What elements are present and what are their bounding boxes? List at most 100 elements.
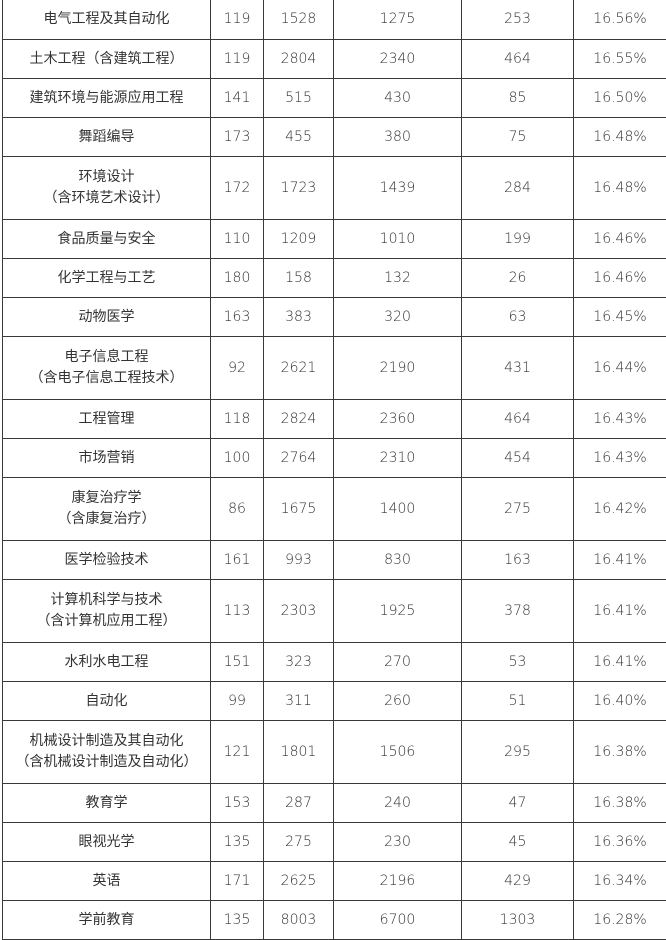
table-row: 建筑环境与能源应用工程 141 515 430 85 16.50%: [2, 78, 666, 118]
percentage-cell: 16.43%: [573, 399, 666, 439]
percentage-cell: 16.44%: [573, 336, 666, 400]
col-3-cell: 1528: [263, 0, 334, 40]
major-cell: 自动化: [2, 681, 211, 721]
major-cell: 市场营销: [2, 438, 211, 478]
table-row: 眼视光学 135 275 230 45 16.36%: [2, 822, 666, 862]
col-5-cell: 199: [461, 219, 574, 259]
col-5-cell: 47: [461, 783, 574, 823]
percentage-cell: 16.42%: [573, 477, 666, 541]
percentage-cell: 16.34%: [573, 861, 666, 901]
col-4-cell: 430: [333, 78, 462, 118]
major-cell: 舞蹈编导: [2, 117, 211, 157]
col-2-cell: 153: [210, 783, 264, 823]
col-3-cell: 2303: [263, 579, 334, 643]
major-cell: 电气工程及其自动化: [2, 0, 211, 40]
table-row: 市场营销 100 2764 2310 454 16.43%: [2, 438, 666, 478]
table-row: 英语 171 2625 2196 429 16.34%: [2, 861, 666, 901]
col-2-cell: 99: [210, 681, 264, 721]
col-4-cell: 2340: [333, 39, 462, 79]
col-2-cell: 100: [210, 438, 264, 478]
percentage-cell: 16.56%: [573, 0, 666, 40]
col-4-cell: 1925: [333, 579, 462, 643]
table-row: 工程管理 118 2824 2360 464 16.43%: [2, 399, 666, 439]
col-2-cell: 180: [210, 258, 264, 298]
percentage-cell: 16.48%: [573, 156, 666, 220]
percentage-cell: 16.48%: [573, 117, 666, 157]
col-5-cell: 53: [461, 642, 574, 682]
major-cell: 水利水电工程: [2, 642, 211, 682]
col-5-cell: 431: [461, 336, 574, 400]
col-5-cell: 75: [461, 117, 574, 157]
table-row: 化学工程与工艺 180 158 132 26 16.46%: [2, 258, 666, 298]
col-4-cell: 380: [333, 117, 462, 157]
table-row: 学前教育 135 8003 6700 1303 16.28%: [2, 900, 666, 940]
major-cell: 学前教育: [2, 900, 211, 940]
percentage-cell: 16.55%: [573, 39, 666, 79]
col-5-cell: 454: [461, 438, 574, 478]
percentage-cell: 16.38%: [573, 720, 666, 784]
col-2-cell: 141: [210, 78, 264, 118]
table-row: 医学检验技术 161 993 830 163 16.41%: [2, 540, 666, 580]
col-4-cell: 6700: [333, 900, 462, 940]
col-4-cell: 1439: [333, 156, 462, 220]
major-cell: 食品质量与安全: [2, 219, 211, 259]
table-row: 土木工程（含建筑工程） 119 2804 2340 464 16.55%: [2, 39, 666, 79]
col-3-cell: 383: [263, 297, 334, 337]
col-3-cell: 2621: [263, 336, 334, 400]
major-cell: 建筑环境与能源应用工程: [2, 78, 211, 118]
col-5-cell: 295: [461, 720, 574, 784]
percentage-cell: 16.50%: [573, 78, 666, 118]
col-5-cell: 163: [461, 540, 574, 580]
col-3-cell: 1801: [263, 720, 334, 784]
table-row: 食品质量与安全 110 1209 1010 199 16.46%: [2, 219, 666, 259]
percentage-cell: 16.38%: [573, 783, 666, 823]
col-4-cell: 2310: [333, 438, 462, 478]
percentage-cell: 16.36%: [573, 822, 666, 862]
major-cell: 动物医学: [2, 297, 211, 337]
percentage-cell: 16.45%: [573, 297, 666, 337]
col-5-cell: 1303: [461, 900, 574, 940]
col-4-cell: 2190: [333, 336, 462, 400]
major-cell: 电子信息工程 （含电子信息工程技术）: [2, 336, 211, 400]
col-3-cell: 455: [263, 117, 334, 157]
major-cell: 环境设计 （含环境艺术设计）: [2, 156, 211, 220]
col-5-cell: 85: [461, 78, 574, 118]
col-3-cell: 2804: [263, 39, 334, 79]
col-4-cell: 1010: [333, 219, 462, 259]
col-4-cell: 240: [333, 783, 462, 823]
major-cell: 化学工程与工艺: [2, 258, 211, 298]
col-3-cell: 2764: [263, 438, 334, 478]
col-4-cell: 2196: [333, 861, 462, 901]
col-3-cell: 1209: [263, 219, 334, 259]
table-row: 自动化 99 311 260 51 16.40%: [2, 681, 666, 721]
col-2-cell: 119: [210, 39, 264, 79]
percentage-cell: 16.41%: [573, 579, 666, 643]
table-row: 电子信息工程 （含电子信息工程技术） 92 2621 2190 431 16.44%: [2, 336, 666, 400]
major-cell: 土木工程（含建筑工程）: [2, 39, 211, 79]
col-2-cell: 171: [210, 861, 264, 901]
col-3-cell: 8003: [263, 900, 334, 940]
col-5-cell: 26: [461, 258, 574, 298]
table-row: 环境设计 （含环境艺术设计） 172 1723 1439 284 16.48%: [2, 156, 666, 220]
col-5-cell: 63: [461, 297, 574, 337]
col-2-cell: 173: [210, 117, 264, 157]
percentage-cell: 16.41%: [573, 642, 666, 682]
col-2-cell: 161: [210, 540, 264, 580]
col-3-cell: 993: [263, 540, 334, 580]
col-2-cell: 172: [210, 156, 264, 220]
col-3-cell: 2625: [263, 861, 334, 901]
col-2-cell: 119: [210, 0, 264, 40]
major-cell: 计算机科学与技术 （含计算机应用工程）: [2, 579, 211, 643]
col-4-cell: 2360: [333, 399, 462, 439]
col-4-cell: 270: [333, 642, 462, 682]
col-3-cell: 275: [263, 822, 334, 862]
col-4-cell: 260: [333, 681, 462, 721]
col-2-cell: 110: [210, 219, 264, 259]
table-row: 动物医学 163 383 320 63 16.45%: [2, 297, 666, 337]
col-3-cell: 1723: [263, 156, 334, 220]
percentage-cell: 16.28%: [573, 900, 666, 940]
col-2-cell: 151: [210, 642, 264, 682]
col-3-cell: 1675: [263, 477, 334, 541]
